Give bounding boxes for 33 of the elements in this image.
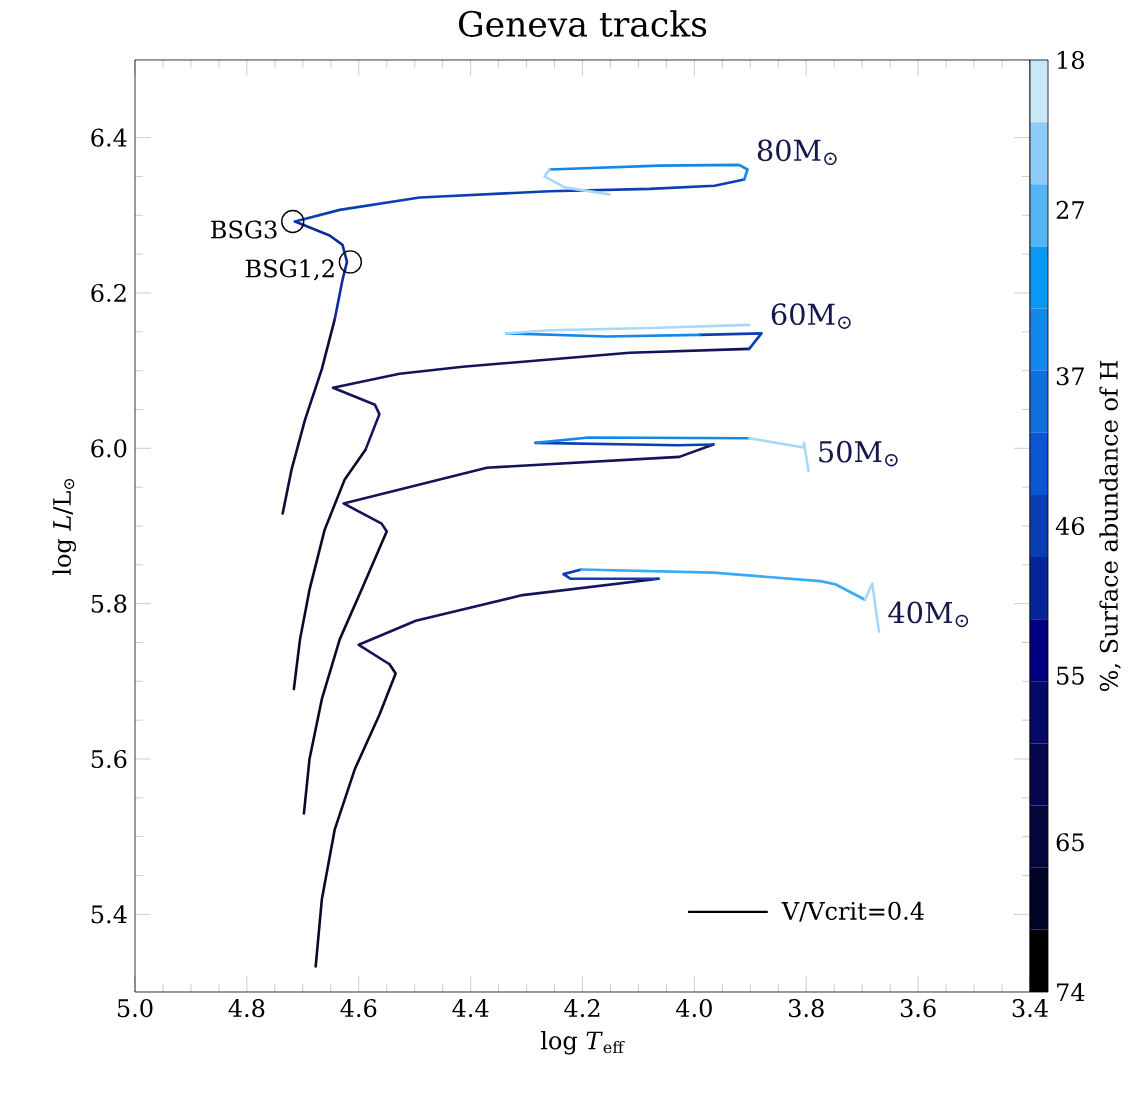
x-tick-label: 3.6 xyxy=(900,999,936,1018)
x-tick-label: 4.0 xyxy=(676,999,712,1018)
color-bar-label: 27 xyxy=(1056,200,1084,219)
y-tick-label: 5.4 xyxy=(91,905,127,924)
x-tick-label: 3.4 xyxy=(1012,999,1048,1018)
color-bar-label: 55 xyxy=(1057,666,1084,685)
series-label: 50M$_{⊙}$ xyxy=(819,440,898,467)
annotation: V/Vcrit=0.4 xyxy=(781,901,924,922)
y-axis-title: log L/L$_{⊙}$ xyxy=(52,478,77,576)
color-bar-label: 37 xyxy=(1056,367,1084,386)
annotation: BSG3 xyxy=(211,220,277,239)
x-axis-title: log T$_{eff}$ xyxy=(540,1030,625,1055)
series-label: 40M$_{⊙}$ xyxy=(888,601,969,628)
y-tick-label: 6.2 xyxy=(91,283,126,303)
color-bar-label: 46 xyxy=(1055,516,1085,536)
x-tick-label: 5.0 xyxy=(117,999,153,1018)
series-label: 60M$_{⊙}$ xyxy=(771,303,851,329)
y-tick-label: 6.0 xyxy=(91,439,127,458)
x-tick-label: 4.6 xyxy=(340,999,377,1018)
x-tick-label: 4.4 xyxy=(452,999,489,1018)
color-bar-label: 65 xyxy=(1056,833,1084,852)
series-label: 80M$_{⊙}$ xyxy=(757,139,837,166)
color-bar-label: 74 xyxy=(1057,983,1085,1001)
x-tick-label: 4.2 xyxy=(564,999,600,1018)
y-tick-label: 5.8 xyxy=(91,594,127,613)
annotation: BSG1,2 xyxy=(245,259,334,281)
color-bar-label: 18 xyxy=(1057,50,1084,70)
color-bar-title: %, Surface abundance of H xyxy=(1099,360,1121,692)
y-tick-label: 5.6 xyxy=(91,749,127,769)
x-tick-label: 3.8 xyxy=(788,999,824,1018)
x-tick-label: 4.8 xyxy=(228,999,265,1018)
y-tick-label: 6.4 xyxy=(91,128,127,147)
chart-title: Geneva tracks xyxy=(458,10,707,37)
